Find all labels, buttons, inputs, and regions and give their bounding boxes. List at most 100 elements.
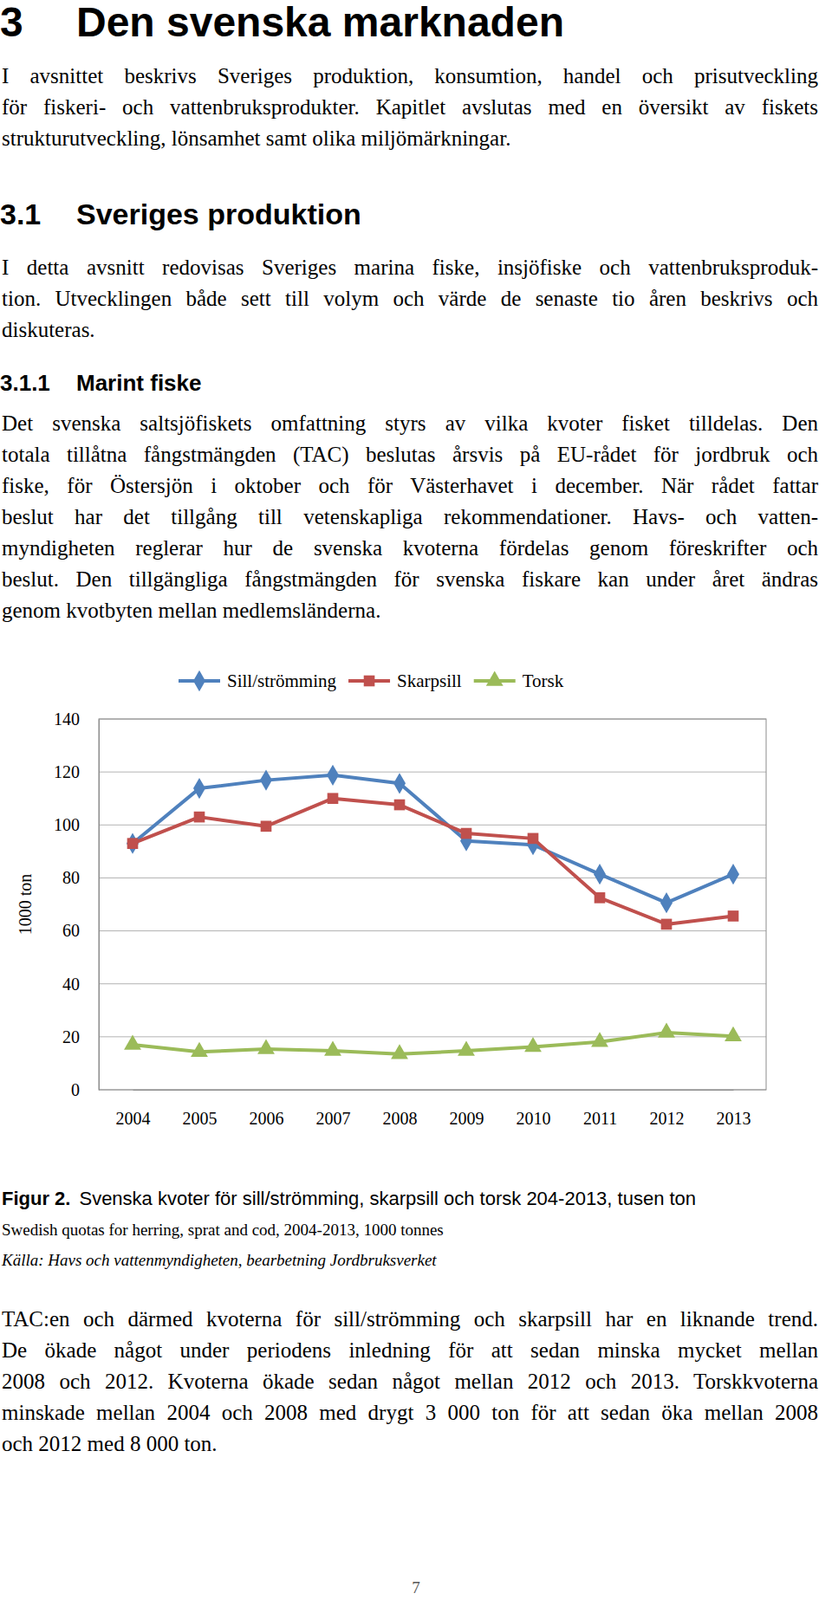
- chart-title: Svenska kvoter för sill/strömming, skarp…: [78, 1188, 696, 1210]
- series-line: [132, 799, 734, 925]
- tick: 140: [53, 709, 80, 729]
- legend-item: Skarpsill: [348, 670, 462, 692]
- marker: [591, 1032, 609, 1047]
- paragraph-line: diskuteras.: [1, 314, 819, 346]
- y-axis: 0 20 40 60 80 100 120 140: [53, 709, 100, 1100]
- section-heading: 3 Den svenska marknaden: [0, 0, 832, 47]
- marker: [324, 1041, 342, 1057]
- heading-number: 3.1: [0, 196, 41, 232]
- grid-line: [98, 772, 767, 774]
- tick: 80: [62, 868, 80, 888]
- tick-label: 2004: [116, 1109, 151, 1129]
- marker: [127, 838, 139, 850]
- legend-marker: [193, 670, 206, 692]
- heading-number: 3: [0, 0, 24, 47]
- paragraph-line: beslut. Den tillgängliga fångstmängden f…: [1, 564, 819, 596]
- tick: 2008: [383, 1109, 418, 1129]
- paragraph-line: De ökade något under periodens inledning…: [1, 1335, 819, 1367]
- paragraph-line: minskade mellan 2004 och 2008 med drygt …: [1, 1397, 819, 1430]
- tick: 2007: [316, 1109, 351, 1129]
- page-number: 7: [0, 1579, 832, 1599]
- tick: 100: [53, 815, 80, 835]
- marker: [123, 1035, 142, 1051]
- legend: Sill/strömming Skarpsill Torsk: [178, 670, 565, 692]
- marker: [394, 799, 406, 812]
- tick-label: 2012: [650, 1109, 685, 1129]
- marker: [457, 1041, 475, 1057]
- chart-source: Källa: Havs och vattenmyndigheten, bearb…: [1, 1250, 437, 1272]
- tick-label: 2005: [182, 1109, 218, 1129]
- tick-label: 60: [62, 921, 80, 941]
- heading-title: Sveriges produktion: [76, 196, 362, 232]
- tick: 20: [62, 1027, 80, 1047]
- heading-title: Den svenska marknaden: [76, 0, 565, 47]
- grid-line: [98, 983, 767, 985]
- marker: [257, 1039, 275, 1054]
- paragraph: TAC:en och därmed kvoterna för sill/strö…: [1, 1304, 819, 1461]
- tick: 40: [62, 975, 80, 995]
- marker: [727, 864, 740, 885]
- legend-label: Skarpsill: [396, 670, 462, 692]
- tick-label: 2011: [583, 1109, 618, 1129]
- tick-label: 2013: [716, 1109, 752, 1129]
- chart-subtitle: Swedish quotas for herring, sprat and co…: [1, 1220, 444, 1242]
- paragraph-line: och 2012 med 8 000 ton.: [1, 1429, 819, 1461]
- heading-title: Marint fiske: [76, 369, 202, 397]
- grid-line: [98, 930, 767, 932]
- marker: [194, 812, 206, 824]
- paragraph-line: TAC:en och därmed kvoterna för sill/strö…: [1, 1304, 819, 1336]
- legend-marker: [486, 671, 504, 687]
- marker: [393, 773, 406, 794]
- marker: [728, 910, 740, 923]
- axis-title: 1000 ton: [15, 874, 35, 936]
- paragraph-line: för fiskeri- och vattenbruksprodukter. K…: [1, 91, 819, 124]
- tick: 2004: [116, 1109, 151, 1129]
- tick: 2009: [449, 1109, 485, 1129]
- marker: [524, 1037, 542, 1053]
- tick-label: 2007: [316, 1109, 351, 1129]
- plot-frame: [98, 719, 767, 1091]
- legend-label: Torsk: [522, 670, 565, 692]
- legend-marker: [364, 676, 376, 688]
- marker: [594, 892, 606, 904]
- legend-item: Sill/strömming: [178, 670, 338, 692]
- paragraph-line: fiske, för Östersjön i oktober och för V…: [1, 470, 819, 502]
- tick: 2012: [650, 1109, 685, 1129]
- marker: [126, 833, 139, 855]
- tick-label: 2006: [249, 1109, 285, 1129]
- paragraph-line: strukturutveckling, lönsamhet samt olika…: [1, 123, 819, 155]
- marker: [327, 793, 339, 805]
- chart: 0204060801001201402004200520062007200820…: [0, 658, 832, 1144]
- marker: [527, 833, 540, 845]
- tick: 2011: [583, 1109, 618, 1129]
- tick-label: 80: [62, 868, 80, 888]
- heading-number: 3.1.1: [0, 369, 51, 397]
- grid-line: [98, 825, 767, 826]
- marker: [661, 919, 673, 931]
- tick-label: 20: [62, 1027, 80, 1047]
- marker: [657, 1023, 676, 1039]
- tick-label: 2010: [516, 1109, 552, 1129]
- paragraph: Det svenska saltsjöfiskets omfattning st…: [1, 408, 819, 627]
- figure-label: Figur 2.: [1, 1188, 71, 1210]
- tick-label: 120: [53, 762, 80, 782]
- tick: 60: [62, 921, 80, 941]
- paragraph-line: I avsnittet beskrivs Sveriges produktion…: [1, 60, 819, 92]
- x-axis: 2004 2005 2006 2007 2008 2009 2010 2011 2012 2013: [116, 1091, 752, 1130]
- marker: [326, 765, 339, 787]
- tick: 2013: [716, 1109, 752, 1129]
- marker: [724, 1027, 742, 1042]
- tick: 120: [53, 762, 80, 782]
- tick-label: 2008: [383, 1109, 418, 1129]
- tick: 0: [71, 1080, 80, 1100]
- paragraph: I avsnittet beskrivs Sveriges produktion…: [1, 60, 819, 155]
- marker: [461, 828, 473, 840]
- marker: [193, 778, 206, 800]
- grid-line: [98, 877, 767, 879]
- paragraph-line: I detta avsnitt redovisas Sveriges marin…: [1, 252, 819, 284]
- tick-label: 2009: [449, 1109, 485, 1129]
- section-heading: 3.1 Sveriges produktion: [0, 196, 832, 232]
- marker: [260, 820, 273, 832]
- marker: [260, 769, 273, 791]
- paragraph-line: 2008 och 2012. Kvoterna ökade sedan någo…: [1, 1366, 819, 1398]
